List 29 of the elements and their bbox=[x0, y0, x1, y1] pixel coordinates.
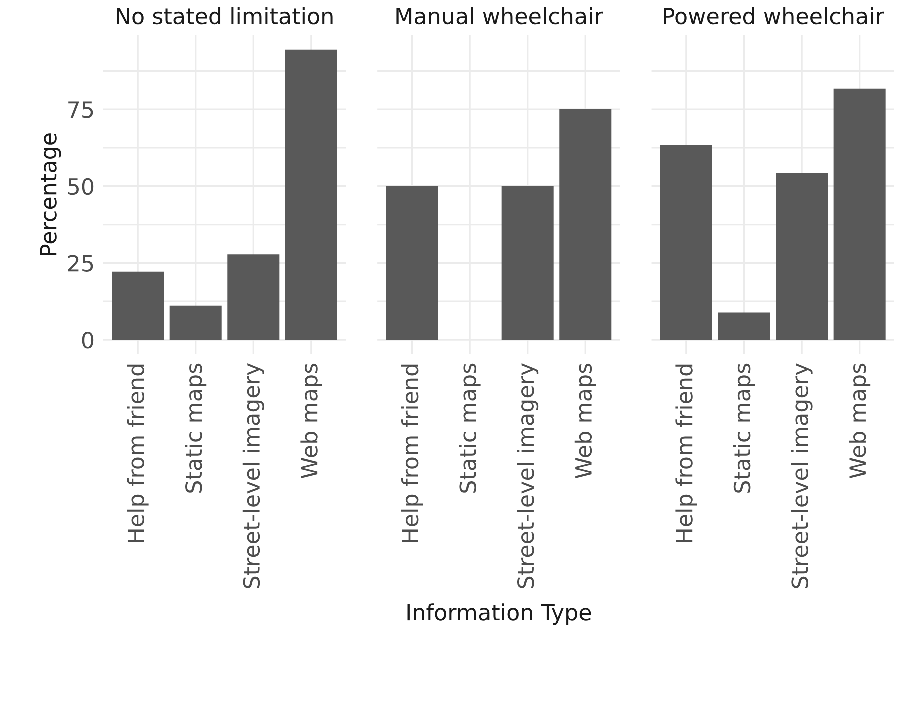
chart-title: No stated limitation bbox=[117, 7, 333, 25]
y-axis-title: Percentage bbox=[40, 134, 62, 256]
x-tick-label: Help from friend bbox=[402, 364, 424, 542]
x-tick-label: Street-level imagery bbox=[242, 364, 264, 588]
y-tick-label: 75 bbox=[68, 102, 94, 118]
x-tick-label: Web maps bbox=[300, 364, 322, 479]
bar bbox=[285, 50, 338, 340]
bar bbox=[228, 254, 280, 340]
bar bbox=[718, 312, 770, 340]
bar bbox=[170, 306, 222, 340]
y-tick-label: 50 bbox=[68, 178, 94, 196]
x-tick-label: Help from friend bbox=[127, 364, 149, 542]
x-tick-label: Street-level imagery bbox=[791, 364, 813, 588]
y-tick-label: 0 bbox=[82, 332, 94, 349]
x-axis-title: Information Type bbox=[408, 604, 592, 626]
bar bbox=[660, 145, 712, 340]
bar bbox=[776, 173, 828, 340]
x-tick-label: Static maps bbox=[185, 364, 207, 493]
bar bbox=[112, 272, 164, 340]
x-tick-label: Web maps bbox=[574, 364, 596, 479]
x-tick-label: Help from friend bbox=[676, 364, 698, 542]
chart-title: Manual wheelchair bbox=[396, 7, 604, 25]
chart-title: Powered wheelchair bbox=[664, 7, 884, 25]
x-tick-label: Static maps bbox=[459, 364, 481, 493]
x-tick-label: Street-level imagery bbox=[517, 364, 539, 588]
x-tick-label: Web maps bbox=[849, 364, 871, 479]
x-tick-label: Static maps bbox=[733, 364, 755, 493]
y-tick-label: 25 bbox=[68, 255, 94, 272]
bar bbox=[834, 88, 886, 340]
